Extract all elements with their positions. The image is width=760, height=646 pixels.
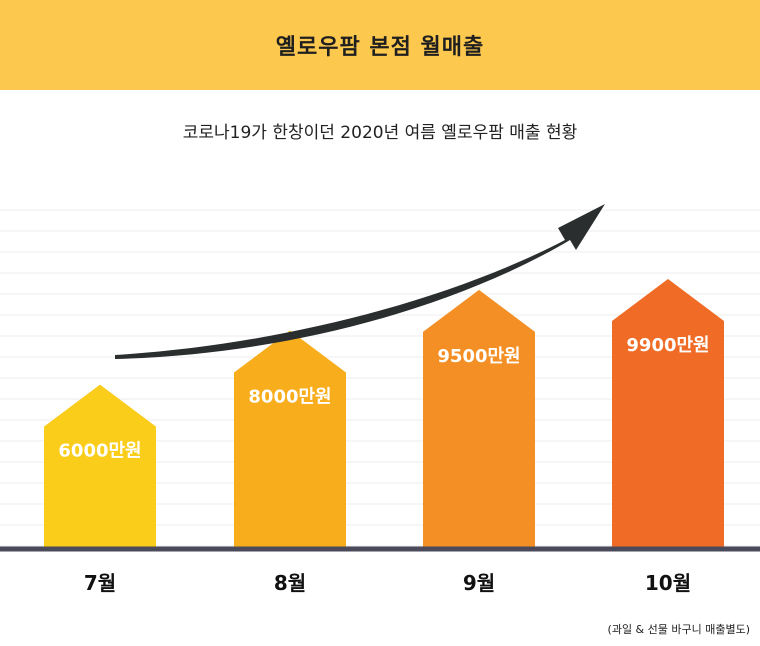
header-banner: 옐로우팜 본점 월매출 [0,0,760,90]
x-tick-labels: 7월 8월 9월 10월 [84,571,691,595]
bar-value-label: 6000만원 [58,441,141,462]
footnote: (과일 & 선물 바구니 매출별도) [607,623,750,636]
bar-2 [234,330,346,547]
bar-value-label: 8000만원 [248,386,331,407]
bars-group: 6000만원 8000만원 9500만원 9900만원 [44,279,724,547]
x-tick-label: 8월 [274,571,306,595]
bar-value-label: 9500만원 [437,346,520,367]
page-title: 옐로우팜 본점 월매출 [275,35,485,60]
x-tick-label: 7월 [84,571,116,595]
chart-subtitle: 코로나19가 한창이던 2020년 여름 옐로우팜 매출 현황 [182,123,578,143]
x-tick-label: 10월 [645,571,691,595]
bar-4 [612,279,724,547]
bar-3 [423,289,535,547]
bar-value-label: 9900만원 [626,335,709,356]
x-tick-label: 9월 [463,571,495,595]
bar-1 [44,384,156,547]
